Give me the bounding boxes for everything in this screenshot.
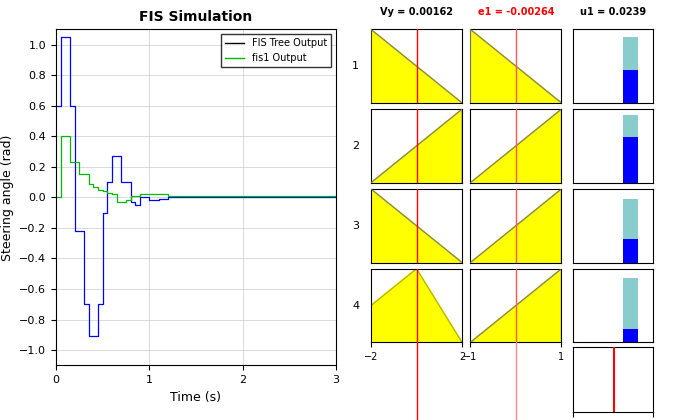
Bar: [623, 239, 638, 262]
Bar: [623, 199, 638, 262]
Text: 1: 1: [352, 61, 359, 71]
Y-axis label: Steering angle (rad): Steering angle (rad): [1, 134, 13, 260]
Polygon shape: [470, 189, 561, 262]
Text: 3: 3: [352, 221, 359, 231]
Text: 2: 2: [352, 141, 359, 151]
Bar: [623, 329, 638, 342]
Polygon shape: [470, 29, 561, 103]
X-axis label: Time (s): Time (s): [171, 391, 221, 404]
Text: e1 = -0.00264: e1 = -0.00264: [477, 7, 554, 17]
Text: u1 = 0.0239: u1 = 0.0239: [580, 7, 646, 17]
Bar: [623, 137, 638, 183]
Title: FIS Simulation: FIS Simulation: [139, 10, 253, 24]
Text: Vy = 0.00162: Vy = 0.00162: [380, 7, 453, 17]
Bar: [623, 278, 638, 342]
Bar: [623, 115, 638, 183]
Text: 4: 4: [352, 301, 359, 310]
Bar: [623, 70, 638, 103]
Polygon shape: [371, 269, 416, 342]
Bar: [623, 37, 638, 103]
Polygon shape: [371, 189, 462, 262]
Legend: FIS Tree Output, fis1 Output: FIS Tree Output, fis1 Output: [221, 34, 331, 67]
Polygon shape: [470, 109, 561, 183]
Polygon shape: [470, 269, 561, 342]
Polygon shape: [371, 269, 462, 342]
Polygon shape: [371, 109, 462, 183]
Polygon shape: [371, 29, 462, 103]
